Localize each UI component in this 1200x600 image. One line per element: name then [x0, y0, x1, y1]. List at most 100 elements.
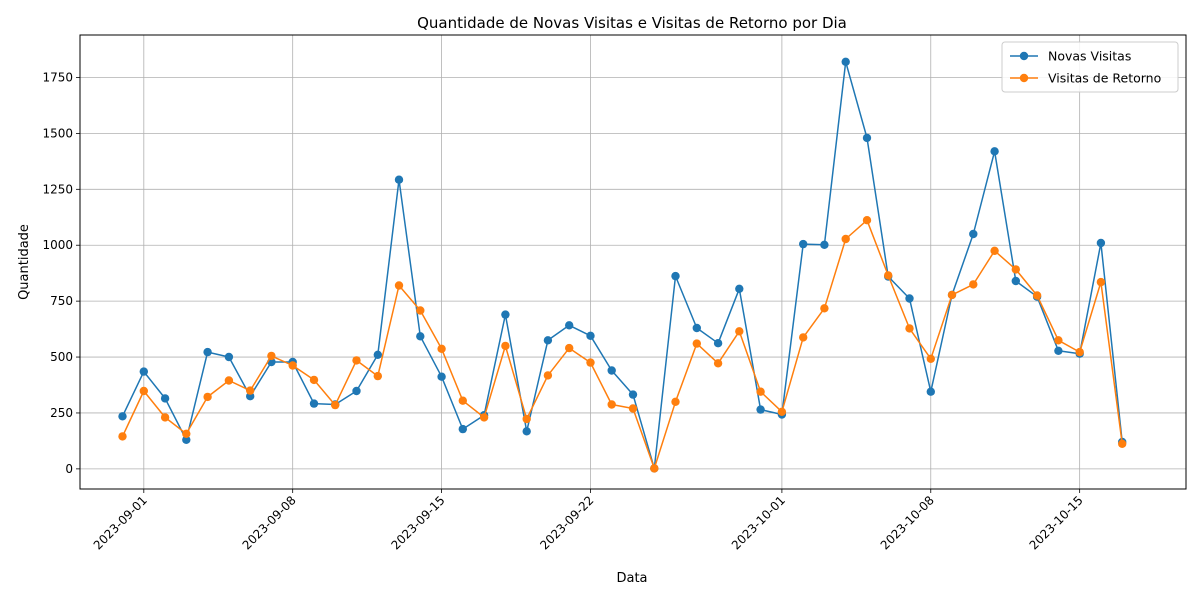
data-point: [565, 343, 574, 353]
legend-label: Visitas de Retorno: [1048, 71, 1161, 86]
data-point: [437, 372, 446, 381]
data-point: [373, 350, 382, 359]
data-point: [543, 336, 553, 345]
series-2: [118, 216, 1127, 473]
data-point: [628, 390, 638, 399]
data-point: [309, 375, 319, 385]
data-point: [394, 175, 404, 184]
data-point: [1054, 336, 1063, 345]
data-point: [288, 361, 297, 370]
data-point: [884, 271, 893, 280]
data-point: [1054, 346, 1063, 355]
y-tick-label: 250: [50, 406, 73, 420]
data-point: [735, 284, 744, 293]
data-point: [160, 394, 170, 403]
data-point: [139, 386, 148, 396]
data-point: [969, 280, 978, 289]
data-point: [862, 216, 872, 225]
data-point: [820, 240, 829, 249]
data-point: [394, 281, 404, 290]
legend-swatch-marker: [1019, 51, 1029, 61]
legend-label: Novas Visitas: [1048, 49, 1131, 64]
data-point: [926, 354, 935, 363]
data-point: [501, 310, 510, 319]
data-point: [628, 404, 638, 413]
data-point: [713, 339, 723, 348]
y-tick-label: 0: [65, 462, 73, 476]
legend-frame: [1001, 41, 1179, 93]
data-point: [671, 397, 680, 406]
y-tick-label: 500: [50, 350, 73, 364]
data-point: [331, 400, 340, 410]
data-point: [416, 306, 425, 315]
data-point: [479, 413, 489, 422]
y-tick-label: 1000: [42, 238, 73, 252]
data-point: [799, 333, 808, 342]
data-point: [437, 344, 446, 353]
data-point: [565, 321, 574, 330]
data-point: [522, 427, 531, 436]
data-point: [416, 332, 425, 341]
data-point: [586, 331, 595, 340]
data-point: [990, 246, 999, 255]
data-point: [969, 229, 978, 239]
data-point: [1011, 276, 1020, 286]
plot-area-frame: [79, 34, 1187, 490]
data-point: [118, 432, 127, 441]
data-point: [671, 271, 680, 281]
data-point: [224, 352, 234, 362]
data-point: [756, 387, 765, 396]
data-point: [1096, 277, 1106, 287]
data-point: [224, 376, 234, 385]
data-point: [309, 399, 319, 408]
data-point: [118, 412, 127, 421]
data-point: [947, 290, 957, 300]
data-point: [905, 324, 914, 333]
x-axis-label: Data: [616, 571, 647, 586]
legend: Novas Visitas Visitas de Retorno: [1001, 41, 1179, 93]
data-point: [650, 464, 659, 473]
data-point: [203, 392, 212, 402]
data-point: [926, 387, 935, 396]
data-point: [203, 347, 212, 357]
data-point: [713, 359, 723, 368]
data-point: [543, 371, 553, 380]
data-point: [1011, 265, 1020, 274]
data-point: [905, 294, 914, 303]
data-point: [352, 386, 361, 396]
data-point: [841, 234, 850, 244]
data-point: [841, 57, 850, 66]
series-layer: [118, 57, 1127, 473]
data-point: [373, 371, 382, 381]
data-point: [522, 414, 531, 424]
y-tick-label: 1250: [42, 182, 73, 196]
data-point: [735, 327, 744, 336]
data-point: [799, 239, 808, 249]
data-point: [182, 429, 191, 438]
grid-layer: [80, 35, 1186, 489]
legend-swatch-marker: [1019, 73, 1029, 83]
chart-title: Quantidade de Novas Visitas e Visitas de…: [417, 14, 847, 32]
y-tick-label: 1500: [42, 126, 73, 140]
data-point: [990, 147, 999, 156]
data-point: [1075, 347, 1084, 357]
data-point: [756, 405, 765, 414]
data-point: [1118, 439, 1127, 448]
data-point: [139, 367, 148, 376]
data-point: [182, 435, 191, 444]
data-point: [862, 133, 872, 143]
data-point: [607, 366, 616, 375]
data-point: [267, 351, 276, 361]
data-point: [586, 358, 595, 367]
data-point: [692, 323, 701, 333]
data-point: [458, 396, 467, 405]
data-point: [607, 400, 616, 409]
data-point: [160, 413, 170, 422]
data-point: [458, 424, 467, 434]
data-point: [246, 386, 255, 395]
data-point: [692, 339, 701, 348]
data-point: [820, 304, 829, 313]
data-point: [1096, 238, 1106, 248]
